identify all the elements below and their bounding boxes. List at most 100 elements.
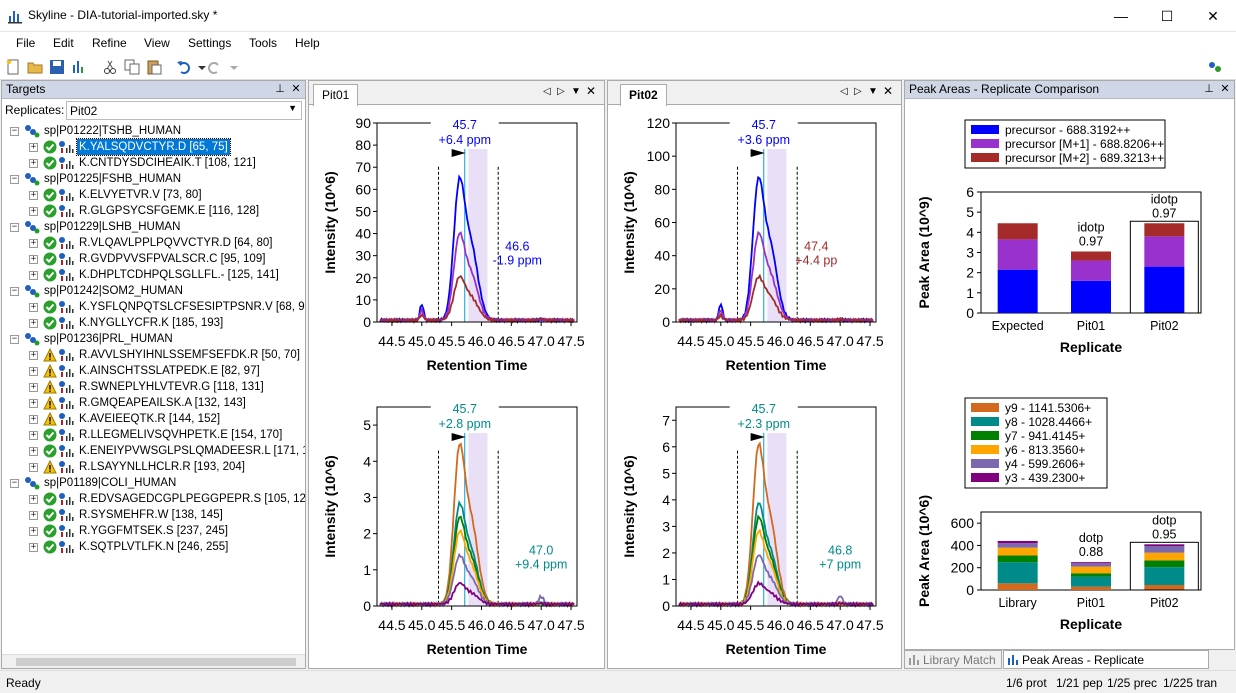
- x-tick-label: 46.5: [797, 333, 824, 349]
- paste-icon[interactable]: [146, 59, 162, 75]
- tab-right-arrow-icon[interactable]: ▷: [557, 86, 565, 97]
- chromatogram-panel-pit02: Pit02 ◁ ▷ ▼ ✕ 0 20 40 60 80 100 120 44.5 45.0 45.…: [607, 80, 902, 669]
- protein-label: sp|P01236|PRL_HUMAN: [44, 333, 173, 345]
- expand-icon[interactable]: +: [29, 510, 38, 520]
- expand-icon[interactable]: +: [29, 382, 38, 392]
- new-file-icon[interactable]: [5, 59, 21, 75]
- y-axis-title: Intensity (10^6): [322, 455, 338, 557]
- expand-icon[interactable]: +: [29, 254, 38, 264]
- expand-icon[interactable]: +: [29, 462, 38, 472]
- save-icon[interactable]: [49, 59, 65, 75]
- minimize-button[interactable]: —: [1114, 8, 1128, 24]
- pin-icon[interactable]: ⊥: [275, 83, 285, 95]
- redo-dropdown-icon[interactable]: [226, 59, 242, 75]
- tab-left-arrow-icon[interactable]: ◁: [840, 86, 848, 97]
- close-icon[interactable]: ✕: [291, 83, 301, 95]
- collapse-icon[interactable]: −: [10, 174, 19, 184]
- maximize-button[interactable]: ☐: [1160, 8, 1174, 24]
- expand-icon[interactable]: +: [29, 302, 38, 312]
- tab-library-match[interactable]: Library Match: [904, 650, 1002, 669]
- peptide-icon: [59, 509, 74, 521]
- menu-refine[interactable]: Refine: [92, 36, 127, 50]
- peak-area-graphs[interactable]: precursor - 688.3192++precursor [M+1] - …: [905, 100, 1234, 650]
- side-peak-rt-label: 47.0: [529, 543, 553, 557]
- expand-icon[interactable]: +: [29, 206, 38, 216]
- pin-icon[interactable]: ⊥: [1204, 83, 1214, 95]
- expand-icon[interactable]: +: [29, 542, 38, 552]
- expand-icon[interactable]: +: [29, 142, 38, 152]
- collapse-icon[interactable]: −: [10, 126, 19, 136]
- bar-segment: [997, 540, 1038, 544]
- collapse-icon[interactable]: −: [10, 286, 19, 296]
- menu-tools[interactable]: Tools: [249, 36, 278, 50]
- peak-ppm-label: +2.8 ppm: [439, 417, 491, 431]
- category-label: Pit02: [1150, 319, 1179, 333]
- expand-icon[interactable]: +: [29, 158, 38, 168]
- tab-menu-icon[interactable]: ▼: [571, 86, 581, 97]
- tab-pit01[interactable]: Pit01: [313, 84, 359, 106]
- copy-icon[interactable]: [124, 59, 140, 75]
- peptide-view-icon[interactable]: [1207, 59, 1223, 75]
- expand-icon[interactable]: +: [29, 350, 38, 360]
- tab-peak-areas[interactable]: Peak Areas - Replicate Comparison: [1003, 650, 1209, 685]
- expand-icon[interactable]: +: [29, 494, 38, 504]
- x-tick-label: 45.0: [707, 617, 734, 633]
- tab-menu-icon[interactable]: ▼: [868, 86, 878, 97]
- integration-band: [468, 407, 488, 606]
- collapse-icon[interactable]: −: [10, 334, 19, 344]
- import-results-icon[interactable]: [71, 59, 87, 75]
- undo-dropdown-icon[interactable]: [194, 59, 210, 75]
- undo-icon[interactable]: [176, 59, 192, 75]
- legend-entry: precursor [M+1] - 688.8206++: [1005, 137, 1164, 151]
- x-tick-label: 46.5: [797, 617, 824, 633]
- expand-icon[interactable]: +: [29, 526, 38, 536]
- expand-icon[interactable]: +: [29, 414, 38, 424]
- tab-pit02[interactable]: Pit02: [620, 84, 667, 106]
- expand-icon[interactable]: +: [29, 446, 38, 456]
- menu-file[interactable]: File: [16, 36, 36, 50]
- scrollbar-thumb[interactable]: [16, 658, 296, 666]
- y-axis-title: Peak Area (10^9): [916, 197, 932, 309]
- expand-icon[interactable]: +: [29, 318, 38, 328]
- y-tick-label: 80: [654, 181, 670, 197]
- dotp-value: 0.97: [1079, 234, 1103, 248]
- category-label: Pit02: [1150, 596, 1179, 610]
- expand-icon[interactable]: +: [29, 238, 38, 248]
- tab-left-arrow-icon[interactable]: ◁: [543, 86, 551, 97]
- expand-icon[interactable]: +: [29, 190, 38, 200]
- horizontal-scrollbar[interactable]: [2, 654, 305, 668]
- x-tick-label: 46.5: [498, 333, 525, 349]
- menu-edit[interactable]: Edit: [53, 36, 74, 50]
- open-folder-icon[interactable]: [27, 59, 43, 75]
- cut-icon[interactable]: [102, 59, 118, 75]
- menu-view[interactable]: View: [144, 36, 170, 50]
- tab-close-icon[interactable]: ✕: [586, 84, 597, 98]
- close-button[interactable]: ✕: [1207, 8, 1219, 24]
- status-tran: 1/225 tran: [1163, 676, 1218, 690]
- collapse-icon[interactable]: −: [10, 222, 19, 232]
- peptide-label: R.GLGPSYCSFGEMK.E [116, 128]: [79, 205, 260, 217]
- bar-segment: [1071, 251, 1111, 261]
- protein-icon: [25, 221, 40, 234]
- protein-label: sp|P01189|COLI_HUMAN: [44, 477, 177, 489]
- expand-icon[interactable]: +: [29, 366, 38, 376]
- tab-close-icon[interactable]: ✕: [883, 84, 894, 98]
- y-tick-label: 600: [951, 515, 975, 531]
- y-tick-label: 3: [966, 245, 974, 261]
- x-tick-label: 47.0: [528, 617, 555, 633]
- integration-band: [468, 123, 488, 322]
- replicates-select[interactable]: Pit02 ▼: [66, 101, 302, 120]
- collapse-icon[interactable]: −: [10, 478, 19, 488]
- redo-icon[interactable]: [206, 59, 222, 75]
- check-icon: [43, 140, 57, 154]
- close-icon[interactable]: ✕: [1220, 83, 1230, 95]
- tab-right-arrow-icon[interactable]: ▷: [854, 86, 862, 97]
- peak-rt-label: 45.7: [752, 402, 776, 416]
- expand-icon[interactable]: +: [29, 398, 38, 408]
- menu-settings[interactable]: Settings: [188, 36, 232, 50]
- expand-icon[interactable]: +: [29, 270, 38, 280]
- menu-help[interactable]: Help: [295, 36, 320, 50]
- expand-icon[interactable]: +: [29, 430, 38, 440]
